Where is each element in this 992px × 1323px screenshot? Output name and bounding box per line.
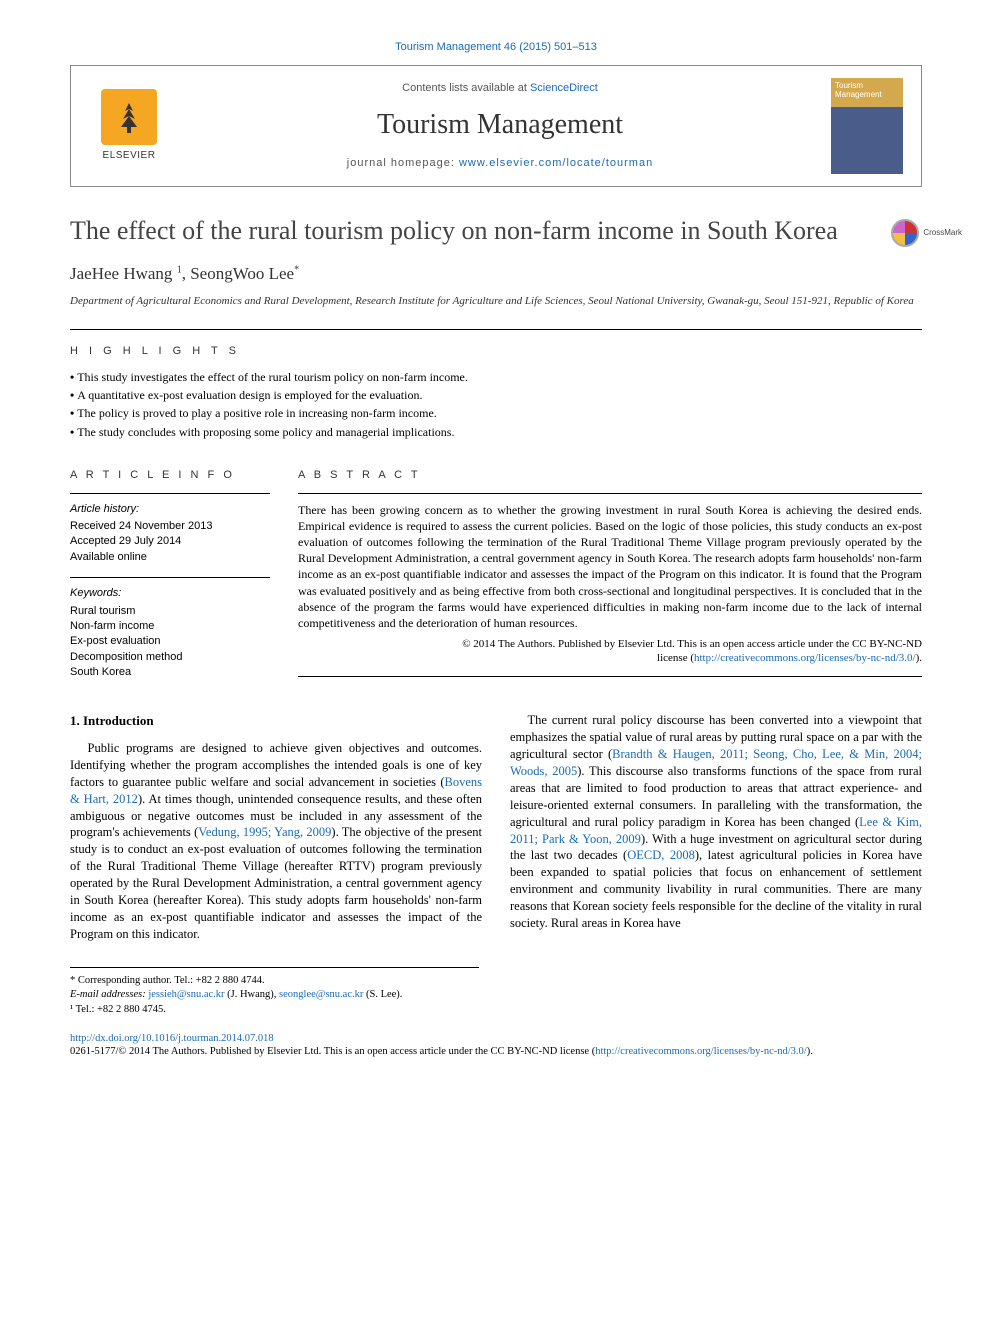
elsevier-logo: ELSEVIER xyxy=(89,89,169,163)
article-body: 1. Introduction Public programs are desi… xyxy=(70,712,922,942)
footnotes: * Corresponding author. Tel.: +82 2 880 … xyxy=(70,967,479,1018)
article-info-label: A R T I C L E I N F O xyxy=(70,468,270,483)
email-addresses: E-mail addresses: jessieh@snu.ac.kr (J. … xyxy=(70,988,479,1003)
journal-title: Tourism Management xyxy=(189,106,811,144)
copyright-suffix: ). xyxy=(916,652,922,664)
abstract-text: There has been growing concern as to whe… xyxy=(298,502,922,632)
doi-link[interactable]: http://dx.doi.org/10.1016/j.tourman.2014… xyxy=(70,1033,274,1044)
keyword-item: South Korea xyxy=(70,665,270,680)
license-link-bottom[interactable]: http://creativecommons.org/licenses/by-n… xyxy=(595,1046,807,1057)
citation-ref[interactable]: OECD, 2008 xyxy=(627,848,695,862)
highlight-item: The study concludes with proposing some … xyxy=(70,424,922,440)
affiliation: Department of Agricultural Economics and… xyxy=(70,294,922,309)
contents-prefix: Contents lists available at xyxy=(402,82,530,94)
citation-ref[interactable]: Vedung, 1995; Yang, 2009 xyxy=(198,825,331,839)
article-title-text: The effect of the rural tourism policy o… xyxy=(70,216,838,245)
abstract-label: A B S T R A C T xyxy=(298,468,922,483)
homepage-prefix: journal homepage: xyxy=(347,157,459,169)
body-para-1: Public programs are designed to achieve … xyxy=(70,740,482,943)
sciencedirect-link[interactable]: ScienceDirect xyxy=(530,82,598,94)
contents-lists-line: Contents lists available at ScienceDirec… xyxy=(189,81,811,96)
history-accepted: Accepted 29 July 2014 xyxy=(70,534,270,549)
cover-text: Tourism Management xyxy=(835,82,903,100)
keyword-item: Non-farm income xyxy=(70,619,270,634)
crossmark-label: CrossMark xyxy=(923,228,962,238)
bottom-bar: http://dx.doi.org/10.1016/j.tourman.2014… xyxy=(70,1032,922,1059)
divider xyxy=(70,329,922,330)
highlight-item: A quantitative ex-post evaluation design… xyxy=(70,387,922,403)
body-para-2: The current rural policy discourse has b… xyxy=(510,712,922,931)
journal-cover-thumbnail: Tourism Management xyxy=(831,78,903,174)
highlight-item: The policy is proved to play a positive … xyxy=(70,405,922,421)
journal-header: ELSEVIER Contents lists available at Sci… xyxy=(70,65,922,187)
crossmark-badge[interactable]: CrossMark xyxy=(891,219,962,247)
highlights-list: This study investigates the effect of th… xyxy=(70,369,922,440)
elsevier-tree-icon xyxy=(101,89,157,145)
copyright: © 2014 The Authors. Published by Elsevie… xyxy=(298,637,922,666)
history-received: Received 24 November 2013 xyxy=(70,519,270,534)
authors: JaeHee Hwang 1, SeongWoo Lee* xyxy=(70,263,922,286)
email-link[interactable]: seonglee@snu.ac.kr xyxy=(279,989,363,1000)
email-link[interactable]: jessieh@snu.ac.kr xyxy=(148,989,224,1000)
keyword-item: Decomposition method xyxy=(70,650,270,665)
abstract: A B S T R A C T There has been growing c… xyxy=(298,454,922,693)
history-available: Available online xyxy=(70,550,270,565)
copyright-line1: © 2014 The Authors. Published by Elsevie… xyxy=(462,638,922,650)
keywords-heading: Keywords: xyxy=(70,586,270,601)
history-heading: Article history: xyxy=(70,502,270,517)
issn-text: 0261-5177/© 2014 The Authors. Published … xyxy=(70,1046,595,1057)
citation: Tourism Management 46 (2015) 501–513 xyxy=(70,40,922,55)
keywords-list: Rural tourismNon-farm incomeEx-post eval… xyxy=(70,604,270,681)
keyword-item: Ex-post evaluation xyxy=(70,634,270,649)
article-title: The effect of the rural tourism policy o… xyxy=(70,215,922,248)
keyword-item: Rural tourism xyxy=(70,604,270,619)
email-label: E-mail addresses: xyxy=(70,989,148,1000)
elsevier-label: ELSEVIER xyxy=(103,149,156,163)
highlights-label: H I G H L I G H T S xyxy=(70,344,922,359)
journal-homepage: journal homepage: www.elsevier.com/locat… xyxy=(189,156,811,171)
crossmark-icon xyxy=(891,219,919,247)
highlight-item: This study investigates the effect of th… xyxy=(70,369,922,385)
corresponding-author: * Corresponding author. Tel.: +82 2 880 … xyxy=(70,974,479,989)
copyright-prefix: license ( xyxy=(657,652,694,664)
license-link[interactable]: http://creativecommons.org/licenses/by-n… xyxy=(694,652,916,664)
section-heading: 1. Introduction xyxy=(70,712,482,730)
article-info: A R T I C L E I N F O Article history: R… xyxy=(70,454,270,693)
author-tel: ¹ Tel.: +82 2 880 4745. xyxy=(70,1003,479,1018)
homepage-link[interactable]: www.elsevier.com/locate/tourman xyxy=(459,157,653,169)
